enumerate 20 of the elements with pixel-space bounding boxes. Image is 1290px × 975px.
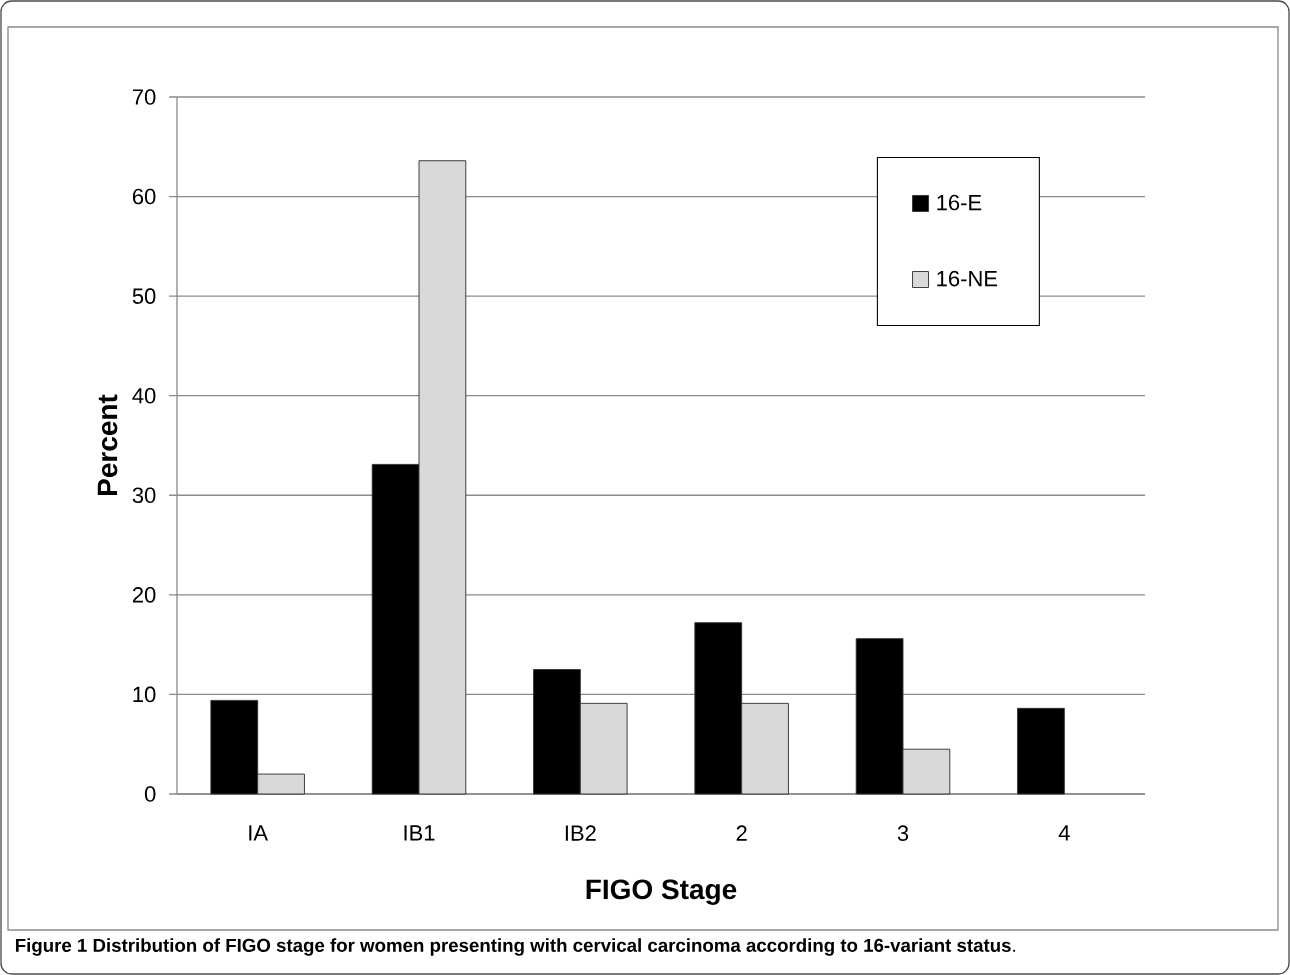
y-tick-label: 30 — [132, 487, 156, 504]
x-tick-label: 2 — [736, 825, 747, 841]
y-axis-title: Percent — [97, 394, 118, 495]
legend-label: 16-E — [937, 194, 982, 211]
y-tick-label: 60 — [132, 188, 156, 205]
y-tick-label: 40 — [132, 387, 156, 404]
x-axis-title: FIGO Stage — [586, 879, 737, 905]
y-tick-label: 0 — [144, 786, 156, 802]
x-tick-label: 3 — [897, 825, 909, 841]
y-tick-label: 20 — [132, 587, 156, 603]
text: Figure 1 Distribution of FIGO stage for women presenting with cervical carcinoma according to 16-variant status. — [15, 938, 1015, 956]
y-tick-label: 50 — [132, 288, 156, 304]
x-tick-label: 4 — [1058, 825, 1070, 841]
legend-label: 16-NE — [937, 270, 998, 287]
y-tick-label: 10 — [133, 686, 156, 703]
x-tick-label: IB1 — [404, 825, 435, 841]
y-tick-label: 70 — [132, 89, 156, 105]
x-tick-label: IA — [249, 825, 269, 841]
x-tick-label: IB2 — [565, 825, 596, 841]
bar — [1017, 707, 1065, 795]
